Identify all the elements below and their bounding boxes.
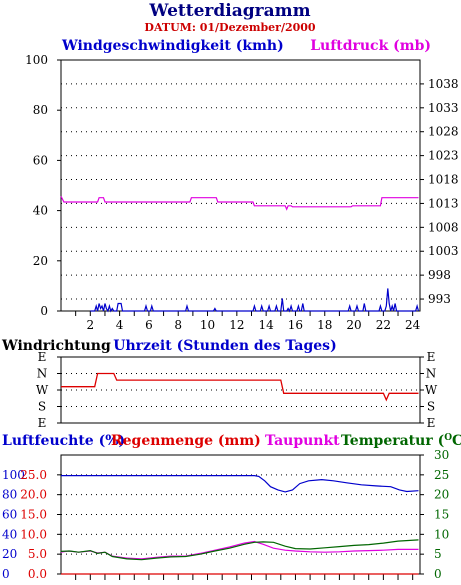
wind-direction-line xyxy=(61,372,419,402)
wind-direction-label-left: E xyxy=(38,416,47,430)
rain-tick-label: 20.0 xyxy=(20,488,47,502)
hour-tick-label: 6 xyxy=(145,318,153,332)
wind-speed-tick-label: 40 xyxy=(33,204,48,218)
wind-direction-label-left: S xyxy=(38,400,46,414)
hour-x-ticks: 2 4 6 8 10 12 14 16 18 20 22 24 xyxy=(75,311,421,332)
wind-speed-tick-label: 100 xyxy=(25,53,48,67)
temperature-label-text: Temperatur ( xyxy=(341,433,444,449)
wind-direction-label: Windrichtung xyxy=(1,338,111,354)
wind-speed-tick-label: 80 xyxy=(33,103,48,117)
wind-direction-series xyxy=(61,372,419,402)
humidity-tick-label: 60 xyxy=(2,508,17,522)
rain-tick-label: 25.0 xyxy=(20,468,47,482)
rain-tick-label: 10.0 xyxy=(20,527,47,541)
wind-direction-ticks: E EN NW WS SE E xyxy=(36,350,438,430)
humidity-line xyxy=(61,475,419,493)
climate-series xyxy=(60,475,419,575)
humidity-y-ticks: 0 20 40 60 80 100 xyxy=(2,468,25,581)
temperature-tick-label: 0 xyxy=(434,567,442,581)
wind-direction-label-right: N xyxy=(426,367,437,381)
temperature-tick-label: 25 xyxy=(434,468,449,482)
pressure-y-ticks: 993 998 1003 1008 1013 1018 1023 1028 1033 1038 xyxy=(420,77,459,306)
hour-tick-label: 22 xyxy=(376,318,391,332)
wind-pressure-series xyxy=(60,196,420,313)
wind-pressure-grid xyxy=(61,83,420,300)
hour-tick-label: 24 xyxy=(405,318,421,332)
temperature-tick-label: 15 xyxy=(434,508,449,522)
hour-tick-label: 14 xyxy=(259,318,275,332)
humidity-tick-label: 80 xyxy=(2,488,17,502)
rain-axis-label: Regenmenge (mm) xyxy=(111,433,261,449)
temperature-tick-label: 5 xyxy=(434,547,442,561)
pressure-tick-label: 998 xyxy=(428,268,451,282)
wind-direction-label-left: N xyxy=(37,367,48,381)
temperature-degree-symbol: O xyxy=(444,433,452,443)
temperature-tick-label: 10 xyxy=(434,527,449,541)
temperature-y-ticks: 0 5 10 15 20 25 30 xyxy=(420,448,449,581)
humidity-tick-label: 20 xyxy=(2,547,17,561)
wind-direction-label-right: E xyxy=(427,350,436,364)
rain-tick-label: 5.0 xyxy=(28,547,47,561)
hour-axis-label: Uhrzeit (Stunden des Tages) xyxy=(113,338,336,354)
diagram-date: DATUM: 01/Dezember/2000 xyxy=(144,21,316,34)
hour-tick-label: 12 xyxy=(229,318,244,332)
wind-speed-tick-label: 20 xyxy=(33,254,48,268)
pressure-line xyxy=(60,196,419,211)
hour-tick-label: 16 xyxy=(288,318,303,332)
wind-direction-grid xyxy=(61,373,420,407)
hour-tick-label: 18 xyxy=(317,318,332,332)
wind-speed-tick-label: 60 xyxy=(33,153,48,167)
wind-speed-tick-label: 0 xyxy=(40,304,48,318)
rain-y-ticks: 0.0 5.0 10.0 15.0 20.0 25.0 xyxy=(20,468,61,581)
temperature-tick-label: 30 xyxy=(434,448,449,462)
wind-direction-label-left: E xyxy=(38,350,47,364)
pressure-tick-label: 1038 xyxy=(428,77,459,91)
dewpoint-axis-label: Taupunkt xyxy=(265,433,340,449)
pressure-axis-label: Luftdruck (mb) xyxy=(310,38,431,54)
humidity-tick-label: 40 xyxy=(2,527,17,541)
pressure-tick-label: 1023 xyxy=(428,149,459,163)
climate-grid xyxy=(61,474,420,555)
wind-speed-axis-label: Windgeschwindigkeit (kmh) xyxy=(61,38,284,54)
hour-tick-label: 10 xyxy=(200,318,215,332)
humidity-axis-label: Luftfeuchte (%) xyxy=(2,433,125,449)
hour-tick-label: 20 xyxy=(346,318,361,332)
pressure-tick-label: 1028 xyxy=(428,125,459,139)
rain-tick-label: 0.0 xyxy=(28,567,47,581)
wind-direction-label-right: S xyxy=(427,400,435,414)
wind-direction-label-right: E xyxy=(427,416,436,430)
humidity-tick-label: 0 xyxy=(2,567,10,581)
wind-direction-label-right: W xyxy=(425,383,438,397)
temperature-unit-text: C) xyxy=(452,433,461,449)
pressure-tick-label: 1018 xyxy=(428,173,459,187)
wind-pressure-frame xyxy=(60,59,421,312)
pressure-tick-label: 1008 xyxy=(428,220,459,234)
wind-speed-line xyxy=(90,288,420,313)
pressure-tick-label: 1013 xyxy=(428,196,459,210)
hour-tick-label: 4 xyxy=(116,318,124,332)
hour-tick-label: 2 xyxy=(86,318,94,332)
hour-tick-label: 8 xyxy=(174,318,182,332)
pressure-tick-label: 1003 xyxy=(428,244,459,258)
rain-tick-label: 15.0 xyxy=(20,508,47,522)
wind-speed-y-ticks: 0 20 40 60 80 100 xyxy=(25,53,61,318)
pressure-tick-label: 993 xyxy=(428,292,451,306)
temperature-tick-label: 20 xyxy=(434,488,449,502)
climate-x-ticks xyxy=(75,574,414,580)
temperature-axis-label: Temperatur (OC) xyxy=(341,433,461,449)
wind-direction-label-left: W xyxy=(36,383,49,397)
temperature-line xyxy=(60,539,419,561)
pressure-tick-label: 1033 xyxy=(428,101,459,115)
diagram-title: Wetterdiagramm xyxy=(148,1,310,21)
humidity-tick-label: 100 xyxy=(2,468,25,482)
